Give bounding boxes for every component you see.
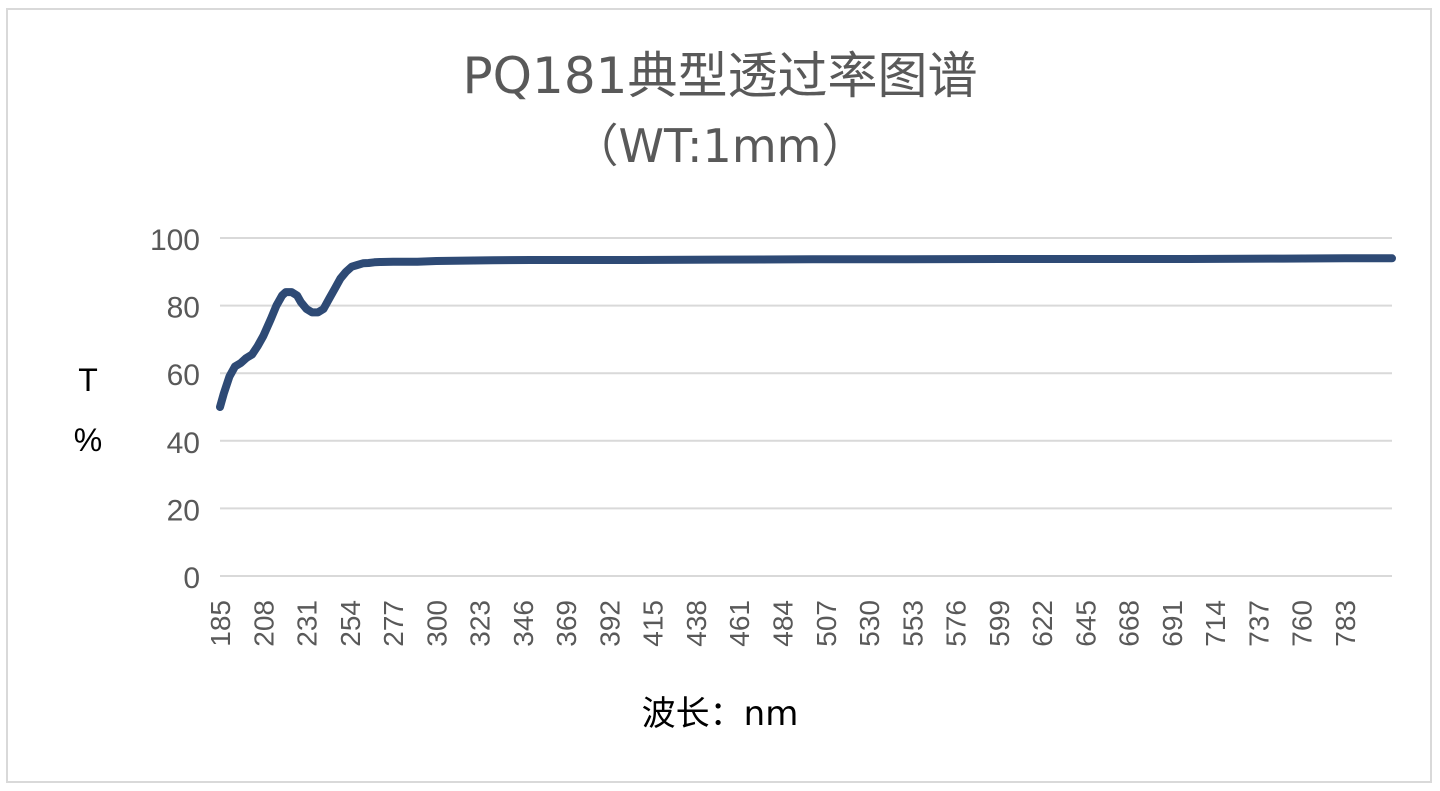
x-tick-label: 507 — [811, 600, 842, 647]
x-tick-label: 783 — [1330, 600, 1361, 647]
x-tick-label: 300 — [421, 600, 452, 647]
x-axis-label: 波长：nm — [641, 694, 799, 734]
x-tick-label: 622 — [1027, 600, 1058, 647]
chart-subtitle: （WT:1mm） — [572, 119, 868, 173]
x-tick-label: 208 — [248, 600, 279, 647]
x-tick-label: 737 — [1243, 600, 1274, 647]
y-axis-label-line1: T — [78, 362, 98, 398]
chart-title: PQ181典型透过率图谱 — [462, 47, 978, 105]
x-tick-label: 484 — [767, 600, 798, 647]
x-tick-label: 645 — [1070, 600, 1101, 647]
x-tick-label: 323 — [465, 600, 496, 647]
y-tick-label: 80 — [167, 292, 200, 325]
x-tick-label: 461 — [724, 600, 755, 647]
x-tick-label: 369 — [551, 600, 582, 647]
x-tick-label: 346 — [508, 600, 539, 647]
transmittance-series-line — [216, 254, 1396, 411]
y-tick-label: 40 — [167, 427, 200, 460]
x-tick-label: 530 — [854, 600, 885, 647]
x-tick-label: 668 — [1114, 600, 1145, 647]
y-tick-label: 60 — [167, 359, 200, 392]
chart-frame — [6, 8, 1432, 783]
x-tick-label: 691 — [1157, 600, 1188, 647]
y-tick-label: 20 — [167, 494, 200, 527]
y-tick-label: 100 — [150, 224, 200, 257]
x-tick-label: 277 — [378, 600, 409, 647]
x-tick-label: 553 — [897, 600, 928, 647]
x-tick-label: 599 — [984, 600, 1015, 647]
x-tick-label: 392 — [594, 600, 625, 647]
y-axis-label-line2: % — [73, 422, 103, 458]
x-tick-label: 254 — [335, 600, 366, 647]
x-tick-label: 438 — [681, 600, 712, 647]
x-tick-label: 576 — [941, 600, 972, 647]
y-tick-label: 0 — [183, 562, 200, 595]
x-tick-label: 415 — [638, 600, 669, 647]
x-tick-label: 231 — [292, 600, 323, 647]
x-tick-label: 185 — [205, 600, 236, 647]
x-tick-label: 714 — [1200, 600, 1231, 647]
x-tick-label: 760 — [1287, 600, 1318, 647]
